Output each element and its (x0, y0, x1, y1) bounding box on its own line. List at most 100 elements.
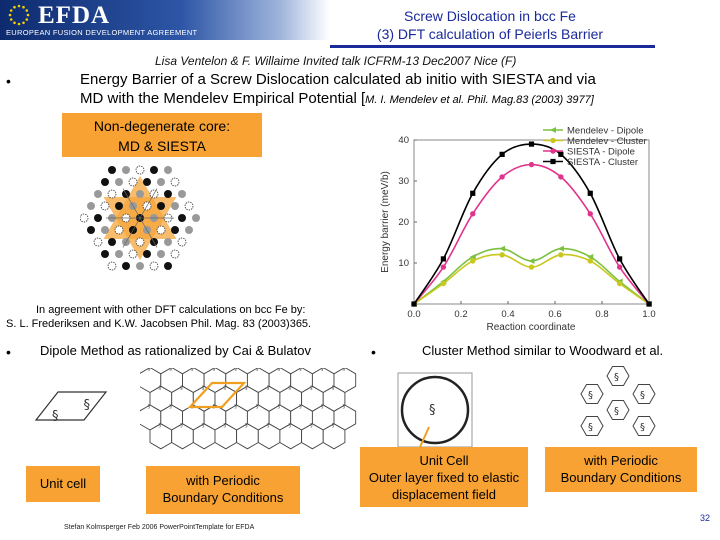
atom (170, 177, 180, 187)
data-point (470, 258, 476, 264)
atom (87, 202, 95, 210)
data-point (528, 161, 535, 168)
unit-cell-label-box: Unit cell (26, 466, 100, 502)
data-point (499, 174, 505, 180)
slide-title-line1: Screw Dislocation in bcc Fe (404, 8, 576, 24)
eu-star (25, 9, 29, 12)
atom (128, 177, 138, 187)
atom (101, 178, 109, 186)
core-label-box: Non-degenerate core: MD & SIESTA (62, 113, 262, 157)
x-tick-label: 0.8 (595, 309, 608, 320)
atom (115, 202, 123, 210)
atom (171, 226, 179, 234)
slide-number: 32 (700, 513, 711, 523)
cluster-method-title: Cluster Method similar to Woodward et al… (422, 343, 664, 358)
dislocation-symbol: § (52, 409, 59, 424)
data-point (469, 253, 476, 260)
eu-star (17, 22, 21, 26)
hex-symbol: § (180, 423, 183, 429)
hex-symbol: § (223, 385, 226, 391)
displacement-line (139, 217, 158, 248)
y-axis-label: Energy barrier (meV/b) (380, 171, 391, 273)
hex-cell (322, 423, 346, 450)
data-point (550, 158, 556, 165)
main-text-line2-main: MD with the Mendelev Empirical Potential… (80, 90, 366, 107)
plot-frame (413, 139, 650, 305)
eu-star (25, 18, 29, 21)
atom (149, 261, 159, 271)
data-point (499, 245, 506, 252)
main-text-line1: Energy Barrier of a Screw Dislocation ca… (80, 71, 596, 88)
y-tick-label: 20 (398, 217, 409, 228)
chart-series-group (411, 141, 652, 307)
cluster-hex (606, 400, 630, 420)
atom (135, 237, 145, 247)
atom (107, 189, 117, 199)
atom (101, 226, 109, 234)
hex-lattice-cells: § § § § § § § § § §§ § § § § § § § §§ § § § § § § § § §§ § § § § § § § § (140, 368, 357, 450)
cluster-unit-cell-line2: Outer layer fixed to elastic (368, 470, 520, 485)
hex-symbol: § (202, 423, 205, 429)
displacement-line (139, 188, 158, 219)
hex-symbol: § (256, 368, 259, 373)
pbc-line2: Boundary Conditions (560, 470, 682, 485)
y-tick-label: 30 (398, 176, 409, 187)
data-point (470, 211, 476, 217)
y-tick-label: 40 (398, 135, 409, 146)
efda-logo-subtitle: EUROPEAN FUSION DEVELOPMENT AGREEMENT (6, 28, 198, 37)
atom (150, 166, 158, 174)
eu-star (13, 5, 16, 9)
agreement-line2: S. L. Frederiksen and K.W. Jacobsen Phil… (6, 318, 312, 330)
legend-entry: Mendelev - Cluster (543, 136, 647, 147)
eu-star (26, 13, 30, 17)
legend-label: Mendelev - Cluster (567, 136, 647, 147)
data-point (499, 151, 505, 157)
atom (93, 237, 103, 247)
atom (157, 202, 165, 210)
data-point (558, 151, 564, 157)
hex-symbol: § (148, 368, 151, 373)
data-point (528, 264, 535, 270)
eu-star (13, 21, 16, 25)
data-point (440, 264, 447, 270)
efda-logo-text: EFDA (38, 2, 111, 29)
data-point (587, 211, 593, 217)
footer-text: Stefan Kolmsperger Feb 2006 PowerPointTe… (64, 524, 255, 531)
atom (128, 249, 138, 259)
data-point (470, 190, 476, 196)
legend-label: SIESTA - Cluster (567, 157, 638, 168)
data-point (499, 252, 505, 258)
cluster-unit-cell-line1: Unit Cell (419, 453, 469, 468)
unit-cell-label: Unit cell (39, 476, 87, 491)
atom (192, 214, 200, 222)
legend-entry: Mendelev - Dipole (543, 126, 644, 137)
data-point (440, 256, 446, 262)
x-tick-label: 0.6 (548, 309, 561, 320)
bullet: • (371, 344, 376, 360)
atom (143, 250, 151, 258)
x-tick-label: 0.4 (501, 309, 514, 320)
dislocation-symbol: § (588, 390, 593, 401)
hex-symbol: § (342, 404, 345, 410)
eu-star (17, 4, 21, 8)
legend-label: SIESTA - Dipole (567, 147, 635, 158)
pointer-line (419, 426, 430, 448)
core-label-line1: Non-degenerate core: (93, 118, 231, 134)
atom (178, 214, 186, 222)
eu-star (8, 13, 12, 17)
displacement-line (122, 217, 141, 248)
cluster-cell-diagram: § (397, 372, 473, 448)
title-underline (330, 45, 655, 48)
atom (184, 201, 194, 211)
cluster-hex (606, 366, 630, 386)
data-point (587, 190, 593, 196)
pbc-line1: with Periodic (186, 473, 260, 488)
atom (114, 225, 124, 235)
data-point (528, 257, 535, 264)
atom (185, 226, 193, 234)
atom (80, 213, 89, 223)
data-point (411, 301, 417, 307)
hex-symbol: § (180, 385, 183, 391)
hex-symbol: § (256, 404, 259, 410)
atom (115, 178, 123, 186)
